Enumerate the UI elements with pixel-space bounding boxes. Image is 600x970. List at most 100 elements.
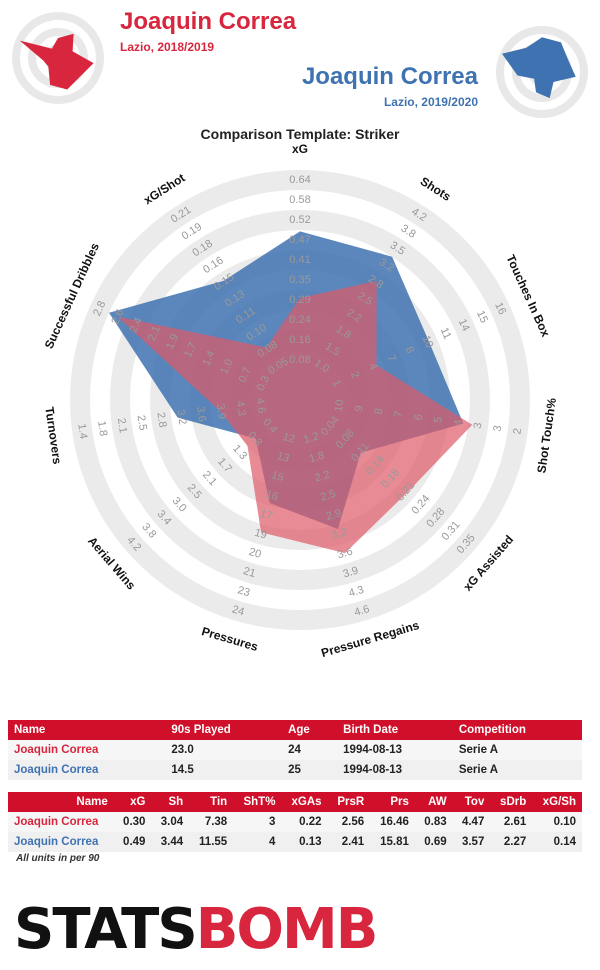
axis-tick-label: 14 [456, 317, 472, 333]
axis-tick-label: 2.5 [319, 488, 337, 504]
axis-tick-label: 12 [281, 431, 296, 446]
axis-tick-label: 2.1 [115, 417, 129, 434]
player1-name: Joaquin Correa [120, 8, 297, 35]
axis-tick-label: 2.2 [313, 469, 331, 485]
statsbomb-logo: STATSBOMB [14, 902, 378, 958]
table_stats-header-cell: Tin [189, 792, 234, 812]
table_stats-header-cell: Sh [151, 792, 190, 812]
axis-tick-label: 9 [353, 405, 366, 413]
axis-tick-label: 1.0 [218, 357, 235, 376]
axis-label: xG [292, 142, 308, 156]
axis-tick-label: 1.9 [164, 332, 181, 351]
table_info-header-cell: Birth Date [337, 720, 453, 740]
axis-label: Turnovers [42, 406, 64, 466]
axis-tick-label: 1.4 [75, 423, 89, 440]
radar-chart: 0.080.160.240.290.350.410.470.520.580.64… [42, 142, 559, 660]
table_info-header-cell: Competition [452, 720, 582, 740]
axis-tick-label: 10 [333, 399, 347, 413]
axis-label: Pressures [200, 624, 260, 654]
axis-tick-label: 4.6 [253, 397, 267, 414]
table_stats-header-cell: ShT% [233, 792, 282, 812]
axis-tick-label: 0.41 [289, 254, 310, 266]
table-cell: 2.27 [490, 832, 533, 852]
table-cell: 4.47 [452, 812, 491, 832]
axis-tick-label: 4.3 [234, 400, 248, 417]
table-cell: 4 [233, 832, 282, 852]
axis-tick-label: 11 [438, 326, 454, 341]
table-cell: 3 [233, 812, 282, 832]
table-cell: 25 [282, 760, 338, 780]
player1-mini-radar [12, 12, 104, 104]
player2-mini-radar [496, 26, 588, 118]
axis-tick-label: 1.8 [308, 450, 326, 466]
table_stats-header-cell: AW [414, 792, 453, 812]
axis-tick-label: 3 [472, 422, 485, 430]
axis-tick-label: 2.9 [325, 507, 343, 523]
stats-table-header: Name xG Sh Tin ShT% xGAs PrsR Prs AW Tov sDrb xG/Sh [8, 792, 582, 812]
axis-tick-label: 15 [474, 309, 490, 325]
table-cell: 2.61 [490, 812, 533, 832]
axis-tick-label: 0.47 [289, 234, 310, 246]
table_stats-header-cell: PrsR [327, 792, 371, 812]
player-info-table: Name 90s Played Age Birth Date Competition J… [8, 720, 582, 780]
table-row: Joaquin Correa 0.30 3.04 7.38 3 0.22 2.56 16.46… [8, 812, 582, 832]
table-cell: 7.38 [189, 812, 234, 832]
axis-tick-label: 13 [276, 450, 291, 465]
table-cell: 0.83 [414, 812, 453, 832]
logo-part-stats: STATS [14, 897, 198, 962]
axis-tick-label: 2.4 [128, 316, 145, 335]
axis-tick-label: 15 [270, 469, 285, 484]
table_info-header-cell: Name [8, 720, 166, 740]
axis-tick-label: 3 [491, 425, 504, 433]
table-cell: 0.69 [414, 832, 453, 852]
axis-tick-label: 1.2 [302, 430, 320, 446]
axis-tick-label: 5 [432, 416, 445, 424]
table-cell: 2.41 [327, 832, 371, 852]
axis-tick-label: 0.64 [289, 174, 310, 186]
axis-tick-label: 0.58 [289, 194, 310, 206]
player-name-cell: Joaquin Correa [8, 832, 114, 852]
table-cell: 3.57 [452, 832, 491, 852]
axis-tick-label: 7 [393, 410, 406, 418]
axis-tick-label: 1.8 [95, 420, 109, 437]
player2-name: Joaquin Correa [301, 63, 478, 90]
axis-tick-label: 3.6 [194, 406, 208, 423]
axis-label: Shot Touch% [534, 397, 559, 474]
axis-tick-label: 23 [236, 584, 251, 599]
table-cell: 3.44 [151, 832, 190, 852]
axis-tick-label: 24 [230, 604, 245, 619]
axis-tick-label: 20 [247, 546, 262, 561]
player-name-cell: Joaquin Correa [8, 760, 166, 780]
axis-tick-label: 7 [384, 353, 397, 364]
table_stats-header-cell: xGAs [281, 792, 328, 812]
table-cell: 1994-08-13 [337, 740, 453, 760]
table_stats-header-cell: Tov [452, 792, 491, 812]
axis-tick-label: 0.16 [289, 334, 310, 346]
table-cell: 23.0 [165, 740, 283, 760]
table_stats-header-cell: xG/Sh [532, 792, 582, 812]
axis-tick-label: 3.9 [342, 565, 360, 581]
table-cell: 24 [282, 740, 338, 760]
axis-tick-label: 0.3 [255, 374, 272, 393]
axis-tick-label: 21 [242, 565, 257, 580]
table-cell: 0.22 [281, 812, 328, 832]
axis-tick-label: 1 [330, 378, 343, 389]
table-cell: Serie A [452, 760, 582, 780]
player2-subtitle: Lazio, 2019/2020 [383, 95, 478, 109]
table-row: Joaquin Correa 0.49 3.44 11.55 4 0.13 2.41 15.8… [8, 832, 582, 852]
axis-label: xG/Shot [141, 171, 187, 208]
table-cell: Serie A [452, 740, 582, 760]
axis-tick-label: 2.8 [154, 411, 168, 428]
table-cell: 15.81 [370, 832, 415, 852]
axis-tick-label: 1.4 [200, 349, 217, 368]
table-row: Joaquin Correa 14.5 25 1994-08-13 Serie A [8, 760, 582, 780]
table-cell: 14.5 [165, 760, 283, 780]
axis-tick-label: 2.1 [146, 324, 163, 343]
table-cell: 16.46 [370, 812, 415, 832]
axis-tick-label: 4.3 [347, 584, 365, 600]
table-cell: 0.14 [532, 832, 582, 852]
table-cell: 0.30 [113, 812, 152, 832]
axis-tick-label: 17 [259, 508, 274, 523]
axis-tick-label: 0.52 [289, 214, 310, 226]
axis-tick-label: 4 [366, 361, 379, 372]
